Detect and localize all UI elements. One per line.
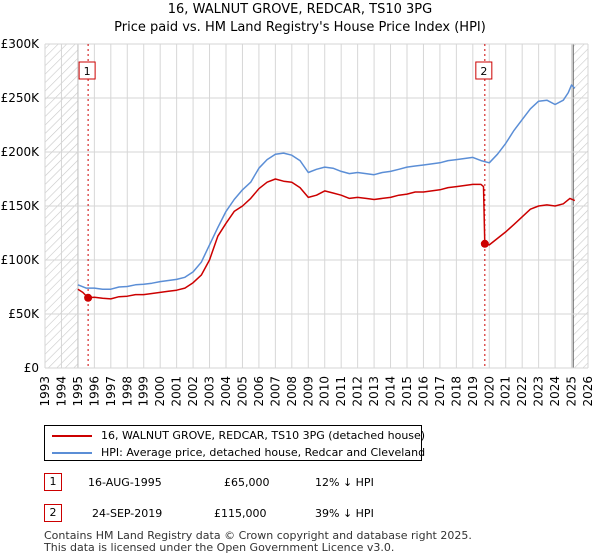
footer-copyright: Contains HM Land Registry data © Crown c… bbox=[44, 529, 472, 542]
y-tick-label: £300K bbox=[1, 37, 41, 51]
x-tick-label: 2019 bbox=[466, 376, 480, 407]
legend-item-hpi: HPI: Average price, detached house, Redc… bbox=[45, 444, 425, 461]
legend-item-property: 16, WALNUT GROVE, REDCAR, TS10 3PG (deta… bbox=[45, 427, 425, 444]
x-tick-label: 1993 bbox=[38, 376, 52, 407]
sale-row-2: 2 24-SEP-2019 £115,000 39% ↓ HPI bbox=[0, 504, 600, 526]
sale-point bbox=[480, 239, 489, 248]
sale-number-badge: 2 bbox=[44, 504, 62, 522]
x-tick-label: 1994 bbox=[54, 376, 68, 407]
y-tick-label: £150K bbox=[1, 199, 41, 213]
legend-swatch-property bbox=[52, 435, 92, 437]
x-tick-label: 1996 bbox=[87, 376, 101, 407]
footer: Contains HM Land Registry data © Crown c… bbox=[44, 530, 472, 554]
x-tick-label: 2004 bbox=[219, 376, 233, 407]
x-tick-label: 2025 bbox=[565, 376, 579, 407]
x-tick-label: 2021 bbox=[499, 376, 513, 407]
sale-marker-label: 1 bbox=[84, 65, 91, 78]
y-tick-label: £0 bbox=[24, 361, 39, 375]
y-tick-label: £250K bbox=[1, 91, 41, 105]
x-tick-label: 2008 bbox=[285, 376, 299, 407]
series-line-property bbox=[77, 178, 576, 300]
sale-date: 16-AUG-1995 bbox=[88, 476, 162, 489]
x-tick-label: 2020 bbox=[482, 376, 496, 407]
x-tick-label: 1995 bbox=[71, 376, 85, 407]
x-tick-label: 2000 bbox=[153, 376, 167, 407]
x-tick-label: 2015 bbox=[400, 376, 414, 407]
x-tick-label: 2022 bbox=[515, 376, 529, 407]
x-tick-label: 1999 bbox=[137, 376, 151, 407]
sale-marker-box bbox=[475, 61, 493, 80]
y-tick-label: £50K bbox=[8, 307, 40, 321]
legend-swatch-hpi bbox=[52, 452, 92, 454]
x-tick-label: 2007 bbox=[268, 376, 282, 407]
x-tick-label: 2002 bbox=[186, 376, 200, 407]
x-tick-label: 1998 bbox=[120, 376, 134, 407]
legend-label-hpi: HPI: Average price, detached house, Redc… bbox=[101, 446, 426, 459]
legend-label-property: 16, WALNUT GROVE, REDCAR, TS10 3PG (deta… bbox=[101, 429, 426, 442]
x-tick-label: 2003 bbox=[203, 376, 217, 407]
x-tick-label: 2013 bbox=[367, 376, 381, 407]
sale-point bbox=[84, 293, 93, 302]
sale-marker-label: 2 bbox=[480, 65, 487, 78]
x-tick-label: 1997 bbox=[104, 376, 118, 407]
legend: 16, WALNUT GROVE, REDCAR, TS10 3PG (deta… bbox=[44, 425, 425, 461]
chart-title: 16, WALNUT GROVE, REDCAR, TS10 3PG bbox=[167, 2, 433, 17]
x-tick-label: 2024 bbox=[548, 376, 562, 407]
x-tick-label: 2006 bbox=[252, 376, 266, 407]
x-tick-label: 2010 bbox=[318, 376, 332, 407]
x-tick-label: 2009 bbox=[301, 376, 315, 407]
sale-price: £115,000 bbox=[214, 507, 267, 520]
sale-number-badge: 1 bbox=[44, 473, 62, 491]
y-tick-label: £100K bbox=[1, 253, 41, 267]
sale-marker-box bbox=[78, 61, 96, 80]
x-tick-label: 2023 bbox=[532, 376, 546, 407]
chart-subtitle: Price paid vs. HM Land Registry's House … bbox=[114, 20, 486, 35]
sale-hpi-note: 12% ↓ HPI bbox=[315, 476, 374, 489]
x-tick-label: 2018 bbox=[449, 376, 463, 407]
series-line-hpi bbox=[77, 84, 576, 290]
sale-price: £65,000 bbox=[224, 476, 270, 489]
footer-license: This data is licensed under the Open Gov… bbox=[44, 541, 395, 554]
sale-date: 24-SEP-2019 bbox=[92, 507, 163, 520]
x-tick-label: 2016 bbox=[416, 376, 430, 407]
sale-hpi-note: 39% ↓ HPI bbox=[315, 507, 374, 520]
y-tick-label: £200K bbox=[1, 145, 41, 159]
x-tick-label: 2005 bbox=[235, 376, 249, 407]
x-tick-label: 2017 bbox=[433, 376, 447, 407]
x-tick-label: 2001 bbox=[170, 376, 184, 407]
x-tick-label: 2014 bbox=[384, 376, 398, 407]
chart-title-block: 16, WALNUT GROVE, REDCAR, TS10 3PG Price… bbox=[0, 1, 600, 37]
x-tick-label: 2011 bbox=[334, 376, 348, 407]
sale-row-1: 1 16-AUG-1995 £65,000 12% ↓ HPI bbox=[0, 473, 600, 495]
x-tick-label: 2026 bbox=[581, 376, 595, 407]
x-tick-label: 2012 bbox=[351, 376, 365, 407]
